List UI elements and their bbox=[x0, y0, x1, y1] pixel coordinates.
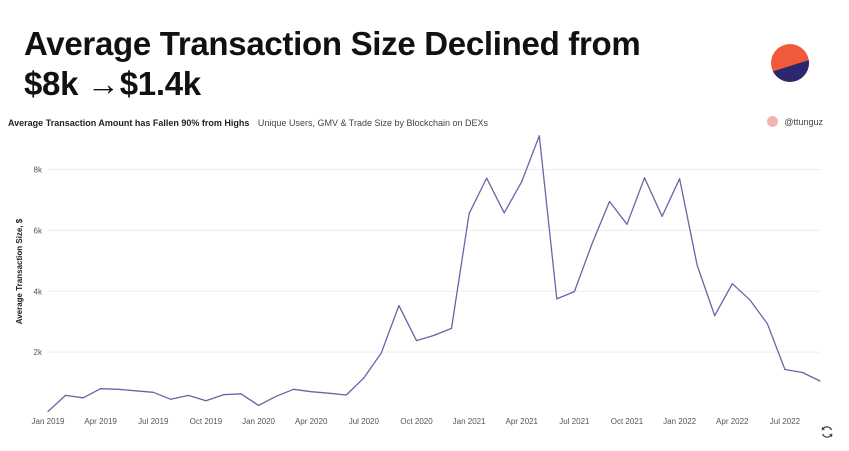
data-point bbox=[503, 212, 505, 214]
data-point bbox=[380, 352, 382, 354]
data-point bbox=[398, 304, 400, 307]
data-point bbox=[82, 397, 84, 399]
data-point bbox=[187, 394, 189, 396]
data-point bbox=[749, 299, 751, 301]
data-point bbox=[450, 327, 453, 330]
data-point bbox=[819, 380, 821, 382]
data-point bbox=[679, 178, 681, 180]
data-point bbox=[240, 393, 242, 395]
data-point bbox=[801, 371, 804, 374]
x-tick-label: Jan 2021 bbox=[453, 417, 486, 426]
x-tick-label: Apr 2021 bbox=[505, 417, 538, 426]
data-point bbox=[415, 339, 418, 342]
data-point bbox=[257, 404, 260, 406]
data-point bbox=[170, 398, 172, 400]
x-tick-label: Jan 2020 bbox=[242, 417, 275, 426]
data-point bbox=[468, 213, 470, 215]
chart-subheader: Average Transaction Amount has Fallen 90… bbox=[8, 118, 488, 128]
data-point bbox=[486, 177, 488, 179]
chart-title: Average Transaction Amount has Fallen 90… bbox=[8, 118, 250, 128]
data-point bbox=[275, 395, 277, 397]
data-point bbox=[626, 223, 628, 225]
x-tick-label: Oct 2021 bbox=[611, 417, 644, 426]
gridlines bbox=[48, 169, 820, 353]
data-point bbox=[205, 400, 207, 402]
data-point bbox=[784, 368, 786, 371]
data-point bbox=[47, 410, 49, 413]
data-point bbox=[661, 215, 663, 218]
data-point bbox=[521, 181, 523, 183]
x-tick-label: Jul 2019 bbox=[138, 417, 169, 426]
data-point bbox=[64, 394, 67, 396]
data-point bbox=[556, 298, 558, 300]
data-point bbox=[135, 390, 137, 392]
data-point bbox=[643, 177, 646, 179]
y-axis: 2k 4k 6k 8k bbox=[34, 166, 43, 358]
data-point bbox=[310, 391, 312, 393]
x-tick-label: Jul 2022 bbox=[770, 417, 801, 426]
y-axis-label: Average Transaction Size, $ bbox=[15, 218, 24, 324]
refresh-icon[interactable] bbox=[820, 425, 834, 439]
data-point bbox=[117, 388, 119, 390]
data-point bbox=[433, 334, 435, 337]
data-point bbox=[328, 392, 330, 394]
x-tick-label: Apr 2019 bbox=[84, 417, 117, 426]
x-tick-label: Apr 2020 bbox=[295, 417, 328, 426]
author-handle: @ttunguz bbox=[784, 116, 823, 127]
data-point bbox=[714, 315, 716, 317]
data-point bbox=[591, 243, 593, 245]
chart-description: Unique Users, GMV & Trade Size by Blockc… bbox=[257, 118, 489, 128]
data-point bbox=[538, 135, 540, 137]
data-point bbox=[363, 377, 365, 379]
headline-line-2: $8k →$1.4k bbox=[24, 65, 201, 102]
data-point bbox=[222, 394, 225, 396]
data-point bbox=[573, 290, 575, 293]
half-circle-logo-icon bbox=[771, 44, 809, 82]
data-point bbox=[696, 264, 698, 267]
headline: Average Transaction Size Declined from $… bbox=[24, 24, 641, 104]
series-layer bbox=[47, 135, 821, 413]
x-axis: Jan 2019 Apr 2019 Jul 2019 Oct 2019 Jan 2020… bbox=[32, 417, 801, 426]
x-tick-label: Jul 2021 bbox=[559, 417, 590, 426]
data-point bbox=[345, 394, 347, 396]
y-tick-label: 2k bbox=[34, 348, 43, 357]
data-point bbox=[100, 388, 102, 390]
y-tick-label: 6k bbox=[34, 226, 43, 235]
y-tick-label: 8k bbox=[34, 166, 43, 175]
y-tick-label: 4k bbox=[34, 287, 43, 296]
x-tick-label: Apr 2022 bbox=[716, 417, 749, 426]
headline-line-1: Average Transaction Size Declined from bbox=[24, 25, 641, 62]
author-tag: @ttunguz bbox=[767, 116, 823, 127]
data-point bbox=[293, 388, 295, 390]
x-tick-label: Jan 2019 bbox=[32, 417, 65, 426]
author-avatar-dot bbox=[767, 116, 779, 127]
x-tick-label: Oct 2019 bbox=[190, 417, 223, 426]
data-point bbox=[731, 283, 733, 285]
x-tick-label: Oct 2020 bbox=[400, 417, 433, 426]
x-tick-label: Jul 2020 bbox=[349, 417, 380, 426]
series-line bbox=[47, 135, 821, 412]
x-tick-label: Jan 2022 bbox=[663, 417, 696, 426]
data-point bbox=[608, 200, 611, 203]
data-point bbox=[766, 323, 768, 325]
data-point bbox=[152, 391, 154, 393]
